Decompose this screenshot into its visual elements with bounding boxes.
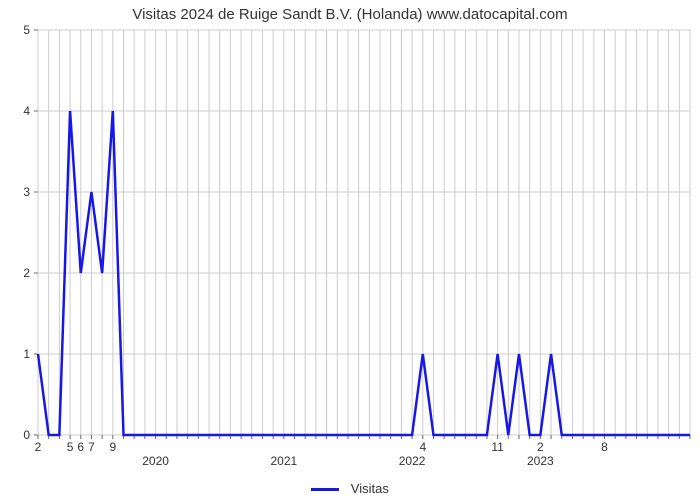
svg-text:5: 5 bbox=[23, 23, 30, 37]
svg-text:6: 6 bbox=[77, 440, 84, 454]
chart-title: Visitas 2024 de Ruige Sandt B.V. (Holand… bbox=[0, 6, 700, 23]
svg-text:2: 2 bbox=[537, 440, 544, 454]
legend: Visitas bbox=[0, 481, 700, 496]
svg-text:4: 4 bbox=[419, 440, 426, 454]
svg-text:2023: 2023 bbox=[527, 454, 554, 468]
chart-container: { "chart": { "type": "line", "title": "V… bbox=[0, 0, 700, 500]
chart-svg: 01234525679411282020202120222023 bbox=[0, 0, 700, 500]
svg-text:2022: 2022 bbox=[399, 454, 426, 468]
svg-text:5: 5 bbox=[67, 440, 74, 454]
svg-text:7: 7 bbox=[88, 440, 95, 454]
legend-label: Visitas bbox=[351, 481, 389, 496]
svg-text:2: 2 bbox=[35, 440, 42, 454]
svg-text:11: 11 bbox=[491, 440, 504, 454]
svg-text:2021: 2021 bbox=[270, 454, 297, 468]
svg-text:0: 0 bbox=[23, 428, 30, 442]
svg-text:9: 9 bbox=[109, 440, 116, 454]
svg-text:1: 1 bbox=[23, 347, 30, 361]
svg-text:8: 8 bbox=[601, 440, 608, 454]
svg-text:2: 2 bbox=[23, 266, 30, 280]
svg-text:3: 3 bbox=[23, 185, 30, 199]
svg-text:4: 4 bbox=[23, 104, 30, 118]
legend-swatch bbox=[311, 488, 339, 491]
svg-text:2020: 2020 bbox=[142, 454, 169, 468]
